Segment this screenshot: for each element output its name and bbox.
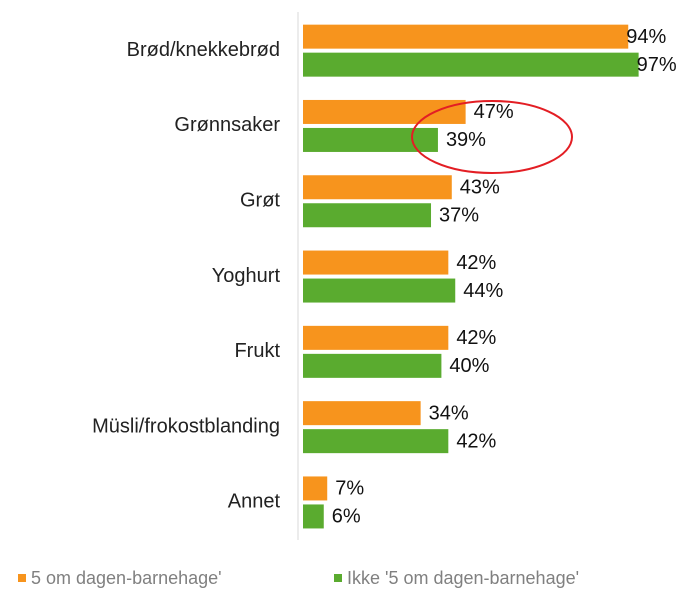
bar — [303, 250, 449, 275]
category-label: Grønnsaker — [174, 114, 280, 136]
bar — [303, 476, 328, 501]
bar — [303, 175, 452, 200]
value-label: 94% — [626, 26, 666, 48]
value-label: 44% — [463, 280, 503, 302]
value-label: 42% — [456, 327, 496, 349]
value-label: 43% — [460, 177, 500, 199]
category-label: Brød/knekkebrød — [127, 39, 280, 61]
value-label: 40% — [449, 355, 489, 377]
category-label: Müsli/frokostblanding — [92, 415, 280, 437]
category-label: Grøt — [240, 190, 280, 212]
bar — [303, 325, 449, 350]
bar — [303, 278, 456, 303]
value-label: 37% — [439, 205, 479, 227]
legend-label: 5 om dagen-barnehage' — [31, 568, 222, 588]
bar — [303, 52, 639, 77]
value-label: 39% — [446, 129, 486, 151]
bar — [303, 127, 438, 152]
value-label: 47% — [474, 101, 514, 123]
bar — [303, 99, 466, 124]
bar — [303, 504, 324, 529]
category-label: Yoghurt — [212, 265, 281, 287]
value-label: 42% — [456, 252, 496, 274]
value-label: 42% — [456, 430, 496, 452]
bar — [303, 24, 629, 49]
bar — [303, 401, 421, 426]
value-label: 34% — [429, 402, 469, 424]
legend-swatch — [18, 574, 26, 582]
legend-swatch — [334, 574, 342, 582]
value-label: 7% — [335, 478, 364, 500]
category-label: Frukt — [234, 340, 280, 362]
value-label: 6% — [332, 506, 361, 528]
bar — [303, 203, 432, 228]
highlight-ellipse — [411, 100, 573, 174]
value-label: 97% — [637, 54, 677, 76]
category-label: Annet — [228, 491, 281, 513]
bar — [303, 429, 449, 454]
bar — [303, 353, 442, 378]
legend-label: Ikke '5 om dagen-barnehage' — [347, 568, 579, 588]
